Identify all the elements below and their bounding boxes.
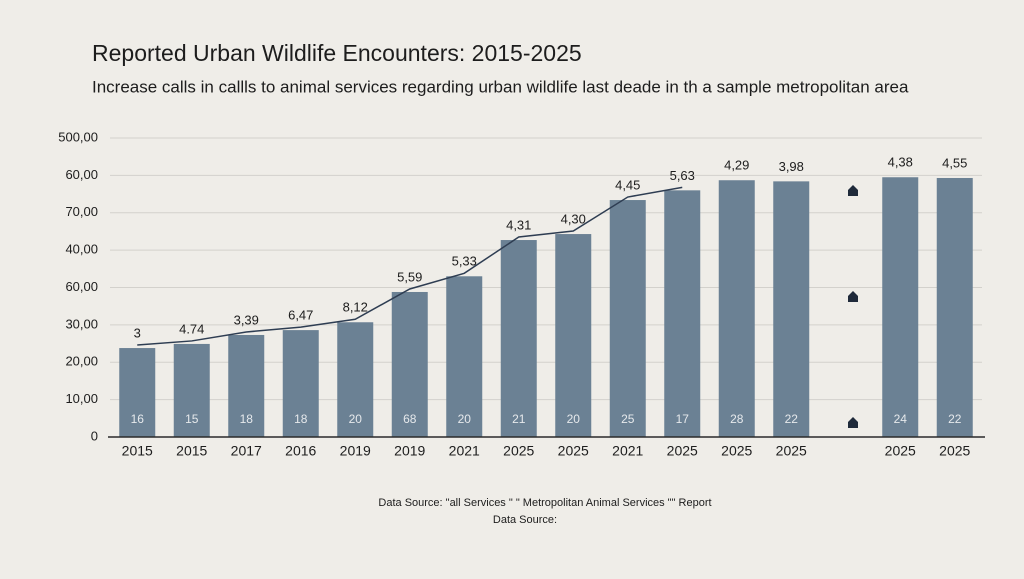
icons bbox=[848, 185, 858, 428]
bar bbox=[555, 234, 592, 437]
y-tick-label: 20,00 bbox=[65, 354, 98, 369]
bar-label: 20 bbox=[567, 412, 581, 426]
x-tick-label: 2015 bbox=[176, 443, 207, 459]
bar bbox=[500, 240, 537, 437]
top-label: 8,12 bbox=[343, 300, 368, 315]
chart-subtitle: Increase calls in callls to animal servi… bbox=[92, 77, 909, 96]
bar bbox=[173, 343, 210, 437]
x-tick-label: 2015 bbox=[122, 443, 153, 459]
bar-label: 22 bbox=[785, 412, 799, 426]
bar bbox=[228, 334, 265, 437]
bar-label: 24 bbox=[894, 412, 908, 426]
bar bbox=[391, 291, 428, 437]
bar bbox=[773, 181, 810, 437]
bar-label: 17 bbox=[676, 412, 690, 426]
x-tick-label: 2025 bbox=[667, 443, 698, 459]
x-tick-label: 2025 bbox=[503, 443, 534, 459]
trend-line bbox=[137, 186, 683, 346]
y-tick-label: 10,00 bbox=[65, 391, 98, 406]
top-label: 4,38 bbox=[888, 155, 913, 170]
bar-label: 25 bbox=[621, 412, 635, 426]
x-tick-label: 2021 bbox=[612, 443, 643, 459]
top-label: 4,29 bbox=[724, 158, 749, 173]
source-note: Data Source: "all Services " " Metropoli… bbox=[378, 497, 711, 509]
top-label: 3,39 bbox=[234, 312, 259, 327]
top-label: 4.74 bbox=[179, 321, 204, 336]
x-tick-label: 2025 bbox=[558, 443, 589, 459]
y-tick-label: 500,00 bbox=[58, 129, 98, 144]
bar bbox=[119, 348, 156, 437]
y-tick-label: 40,00 bbox=[65, 242, 98, 257]
top-label: 5,59 bbox=[397, 269, 422, 284]
y-tick-label: 30,00 bbox=[65, 316, 98, 331]
top-label: 5,33 bbox=[452, 254, 477, 269]
bar bbox=[446, 276, 483, 437]
x-tick-label: 2019 bbox=[394, 443, 425, 459]
bar-label: 15 bbox=[185, 412, 199, 426]
top-label: 3 bbox=[134, 325, 141, 340]
x-tick-label: 2021 bbox=[449, 443, 480, 459]
bar bbox=[337, 322, 374, 437]
source-note: Data Source: bbox=[493, 514, 557, 526]
bar bbox=[282, 330, 319, 437]
icon bbox=[848, 291, 858, 302]
bar-label: 16 bbox=[131, 412, 145, 426]
top-label: 5,63 bbox=[670, 168, 695, 183]
x-tick-label: 2025 bbox=[776, 443, 807, 459]
icon bbox=[848, 417, 858, 428]
x-tick-label: 2025 bbox=[939, 443, 970, 459]
bar-label: 28 bbox=[730, 412, 744, 426]
bar bbox=[718, 180, 755, 437]
x-tick-label: 2016 bbox=[285, 443, 316, 459]
bar-label: 18 bbox=[294, 412, 308, 426]
x-tick-label: 2017 bbox=[231, 443, 262, 459]
chart-title: Reported Urban Wildlife Encounters: 2015… bbox=[92, 40, 582, 66]
y-tick-label: 60,00 bbox=[65, 279, 98, 294]
top-label: 3,98 bbox=[779, 159, 804, 174]
x-tick-label: 2019 bbox=[340, 443, 371, 459]
y-tick-label: 70,00 bbox=[65, 204, 98, 219]
x-tick-label: 2025 bbox=[885, 443, 916, 459]
bar bbox=[609, 200, 646, 437]
icon bbox=[848, 185, 858, 196]
bar-label: 21 bbox=[512, 412, 526, 426]
bar-label: 20 bbox=[458, 412, 472, 426]
y-tick-label: 60,00 bbox=[65, 167, 98, 182]
top-label: 4,31 bbox=[506, 217, 531, 232]
x-tick-label: 2025 bbox=[721, 443, 752, 459]
bar-label: 18 bbox=[240, 412, 254, 426]
top-label: 6,47 bbox=[288, 308, 313, 323]
bar bbox=[936, 177, 973, 437]
bar bbox=[664, 190, 701, 437]
bar-label: 68 bbox=[403, 412, 417, 426]
bar-label: 20 bbox=[349, 412, 363, 426]
top-label: 4,45 bbox=[615, 177, 640, 192]
bar bbox=[882, 177, 919, 437]
top-label: 4,55 bbox=[942, 155, 967, 170]
top-label: 4,30 bbox=[561, 211, 586, 226]
y-tick-label: 0 bbox=[91, 428, 98, 443]
bar-label: 22 bbox=[948, 412, 962, 426]
